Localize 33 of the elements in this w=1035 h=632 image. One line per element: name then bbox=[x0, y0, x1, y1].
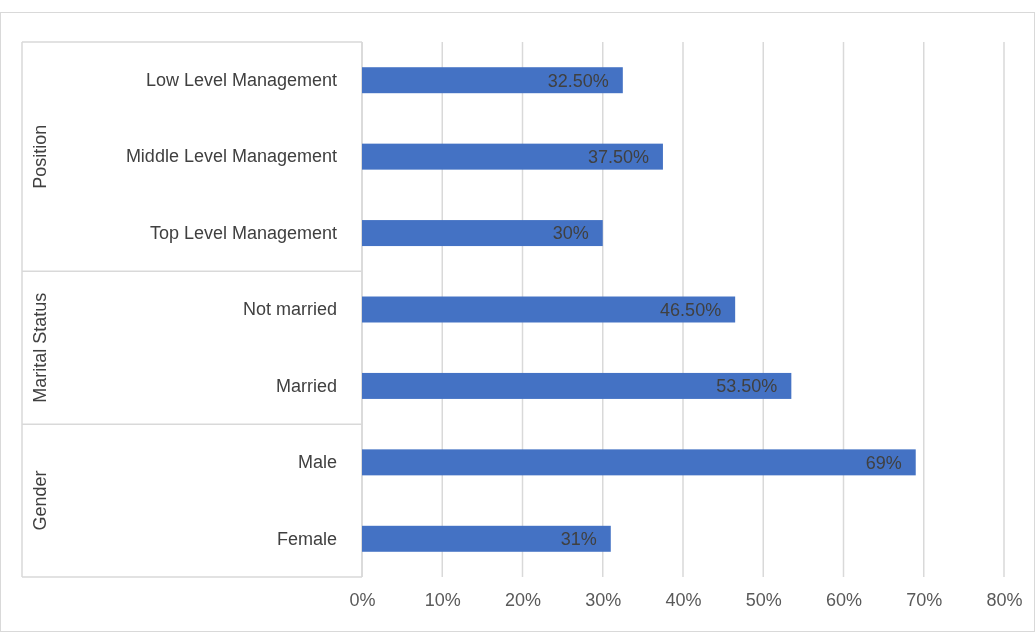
bar bbox=[362, 67, 623, 94]
bar bbox=[362, 296, 736, 323]
bar bbox=[362, 220, 603, 247]
x-tick-label: 70% bbox=[906, 590, 943, 611]
y-tick-label: Male bbox=[297, 452, 337, 473]
bar bbox=[362, 372, 792, 399]
x-tick-label: 20% bbox=[504, 590, 542, 611]
y-tick-label: Low Level Management bbox=[145, 69, 337, 90]
data-label: 32.50% bbox=[547, 70, 609, 91]
x-tick-label: 60% bbox=[825, 590, 863, 611]
data-label: 30% bbox=[552, 223, 589, 244]
x-tick-label: 40% bbox=[665, 590, 702, 611]
x-tick-label: 30% bbox=[585, 590, 622, 611]
y-tick-label: Married bbox=[275, 375, 337, 396]
y-tick-label: Female bbox=[276, 528, 337, 549]
x-tick-label: 10% bbox=[424, 590, 461, 611]
data-label: 69% bbox=[865, 452, 902, 473]
text: Gender bbox=[30, 470, 50, 531]
data-label: 46.50% bbox=[660, 299, 722, 320]
bar bbox=[362, 449, 916, 476]
data-label: 31% bbox=[560, 529, 597, 550]
y-tick-label: Middle Level Management bbox=[125, 146, 337, 167]
data-label: 53.50% bbox=[716, 376, 778, 397]
x-tick-label: 50% bbox=[745, 590, 782, 611]
x-tick-label: 0% bbox=[349, 590, 376, 611]
data-label: 37.50% bbox=[587, 146, 649, 167]
text: Marital Status bbox=[30, 292, 50, 403]
bar bbox=[362, 525, 611, 552]
text: Position bbox=[30, 124, 50, 189]
x-tick-label: 80% bbox=[986, 590, 1023, 611]
y-tick-label: Not married bbox=[242, 299, 337, 320]
y-tick-label: Top Level Management bbox=[149, 222, 337, 243]
bar bbox=[362, 143, 663, 170]
